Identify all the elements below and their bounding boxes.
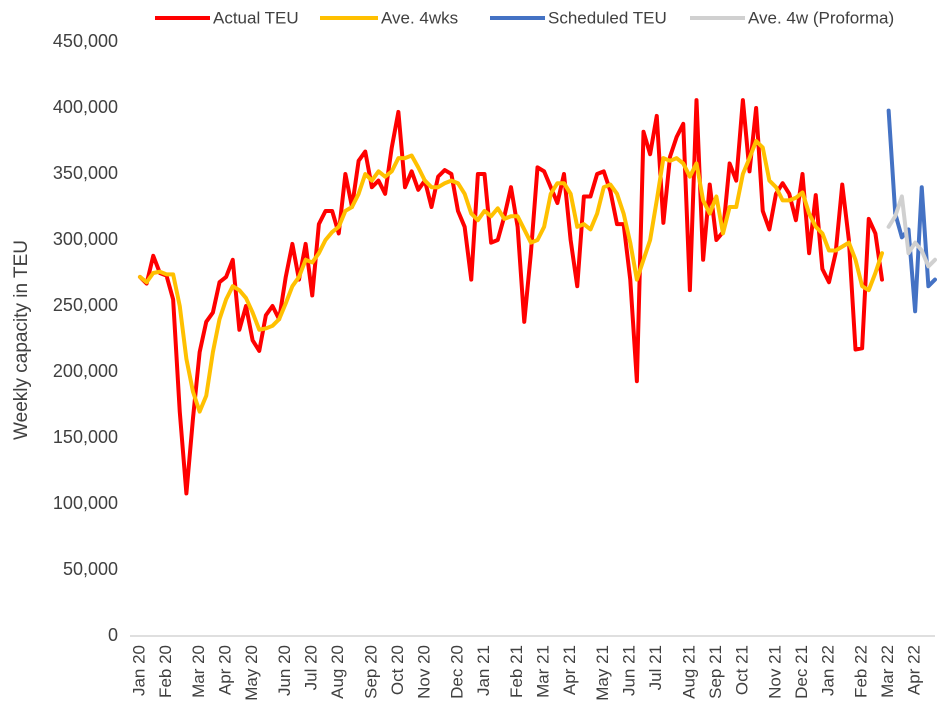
series-line	[886, 194, 937, 269]
x-tick-label: Apr 21	[560, 645, 579, 695]
y-tick-label: 350,000	[53, 163, 118, 183]
x-tick-label: Apr 22	[905, 645, 924, 695]
y-tick-label: 450,000	[53, 31, 118, 51]
y-tick-label: 300,000	[53, 229, 118, 249]
x-tick-label: Aug 20	[328, 645, 347, 699]
x-tick-label: Mar 21	[534, 645, 553, 698]
x-tick-label: Apr 20	[216, 645, 235, 695]
x-tick-label: Jan 20	[129, 645, 148, 696]
x-tick-label: Nov 21	[765, 645, 784, 699]
x-tick-label: Jul 21	[646, 645, 665, 690]
legend-label: Actual TEU	[213, 8, 299, 27]
legend-label: Ave. 4wks	[381, 8, 458, 27]
series-line	[138, 98, 884, 496]
y-tick-label: 400,000	[53, 97, 118, 117]
y-tick-label: 0	[108, 625, 118, 645]
x-tick-label: Feb 22	[852, 645, 871, 698]
legend-label: Ave. 4w (Proforma)	[748, 8, 894, 27]
y-tick-label: 250,000	[53, 295, 118, 315]
x-tick-label: Jun 21	[620, 645, 639, 696]
y-tick-label: 200,000	[53, 361, 118, 381]
legend-label: Scheduled TEU	[548, 8, 667, 27]
y-tick-label: 50,000	[63, 559, 118, 579]
x-tick-label: Aug 21	[679, 645, 698, 699]
y-axis-label: Weekly capacity in TEU	[11, 240, 32, 440]
x-tick-label: Jul 20	[302, 645, 321, 690]
y-tick-label: 100,000	[53, 493, 118, 513]
x-tick-label: Sep 20	[361, 645, 380, 699]
x-tick-label: Nov 20	[414, 645, 433, 699]
x-tick-label: Dec 21	[792, 645, 811, 699]
x-tick-label: Mar 20	[189, 645, 208, 698]
x-tick-label: Sep 21	[706, 645, 725, 699]
x-tick-label: Jun 20	[275, 645, 294, 696]
x-tick-label: Jan 21	[474, 645, 493, 696]
x-tick-label: Oct 21	[732, 645, 751, 695]
x-tick-label: Mar 22	[878, 645, 897, 698]
x-tick-label: May 21	[593, 645, 612, 701]
x-tick-label: Dec 20	[447, 645, 466, 699]
x-tick-label: Feb 21	[507, 645, 526, 698]
x-tick-label: Jan 22	[818, 645, 837, 696]
series-line	[138, 139, 884, 414]
x-tick-label: Feb 20	[156, 645, 175, 698]
x-tick-label: May 20	[242, 645, 261, 701]
y-tick-label: 150,000	[53, 427, 118, 447]
x-tick-label: Oct 20	[388, 645, 407, 695]
